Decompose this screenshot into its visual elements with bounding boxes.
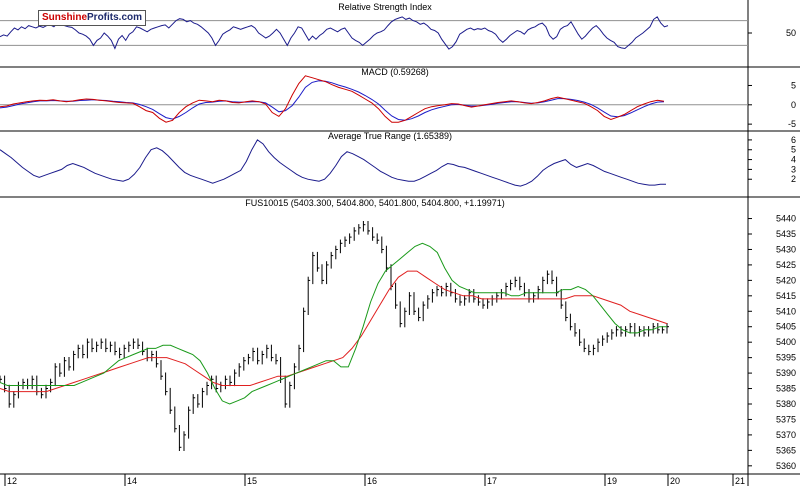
- x-axis-ticks: 12 14 15 16 17 19 20 21: [4, 474, 745, 486]
- y-tick-label: 5370: [776, 430, 796, 440]
- y-tick-label: 5405: [776, 322, 796, 332]
- series-layer: [0, 16, 669, 451]
- y-tick-label: 5435: [776, 229, 796, 239]
- y-tick-label: 5360: [776, 461, 796, 471]
- y-tick-label: 5415: [776, 291, 796, 301]
- x-tick-label: 19: [607, 476, 617, 486]
- y-tick-label: 4: [791, 155, 796, 165]
- y-tick-label: 2: [791, 174, 796, 184]
- x-tick-label: 21: [735, 476, 745, 486]
- logo-text-profits: Profits.com: [87, 12, 143, 23]
- y-axis-ticks: 5050-56543254405435543054255420541554105…: [748, 28, 796, 471]
- logo-text-sunshine: Sunshine: [42, 12, 88, 23]
- x-tick-label: 17: [487, 476, 497, 486]
- atr-line: [0, 139, 666, 187]
- y-tick-label: 5425: [776, 260, 796, 270]
- macd-panel-title: MACD (0.59268): [361, 67, 429, 77]
- y-tick-label: 6: [791, 135, 796, 145]
- atr-panel-title: Average True Range (1.65389): [328, 131, 452, 141]
- y-tick-label: 3: [791, 164, 796, 174]
- y-tick-label: 5410: [776, 306, 796, 316]
- x-tick-label: 14: [127, 476, 137, 486]
- y-tick-label: 0: [791, 100, 796, 110]
- x-tick-label: 15: [247, 476, 257, 486]
- rsi-panel-title: Relative Strength Index: [338, 2, 432, 12]
- rsi-line: [0, 16, 669, 50]
- y-tick-label: 5430: [776, 244, 796, 254]
- moving-average-short: [0, 242, 667, 405]
- y-tick-label: 5380: [776, 399, 796, 409]
- macd-line: [0, 75, 665, 123]
- y-tick-label: 50: [786, 28, 796, 38]
- y-tick-label: 5385: [776, 384, 796, 394]
- y-tick-label: 5: [791, 80, 796, 90]
- x-tick-label: 16: [367, 476, 377, 486]
- price-panel-title: FUS10015 (5403.300, 5404.800, 5401.800, …: [245, 198, 504, 208]
- y-tick-label: 5400: [776, 337, 796, 347]
- x-tick-label: 12: [7, 476, 17, 486]
- y-tick-label: 5395: [776, 353, 796, 363]
- x-tick-label: 20: [670, 476, 680, 486]
- y-tick-label: 5390: [776, 368, 796, 378]
- y-tick-label: 5: [791, 145, 796, 155]
- y-tick-label: 5375: [776, 414, 796, 424]
- sunshine-profits-logo: SunshineProfits.com: [38, 10, 147, 26]
- y-tick-label: 5440: [776, 214, 796, 224]
- y-tick-label: 5365: [776, 445, 796, 455]
- y-tick-label: 5420: [776, 275, 796, 285]
- y-tick-label: -5: [788, 119, 796, 129]
